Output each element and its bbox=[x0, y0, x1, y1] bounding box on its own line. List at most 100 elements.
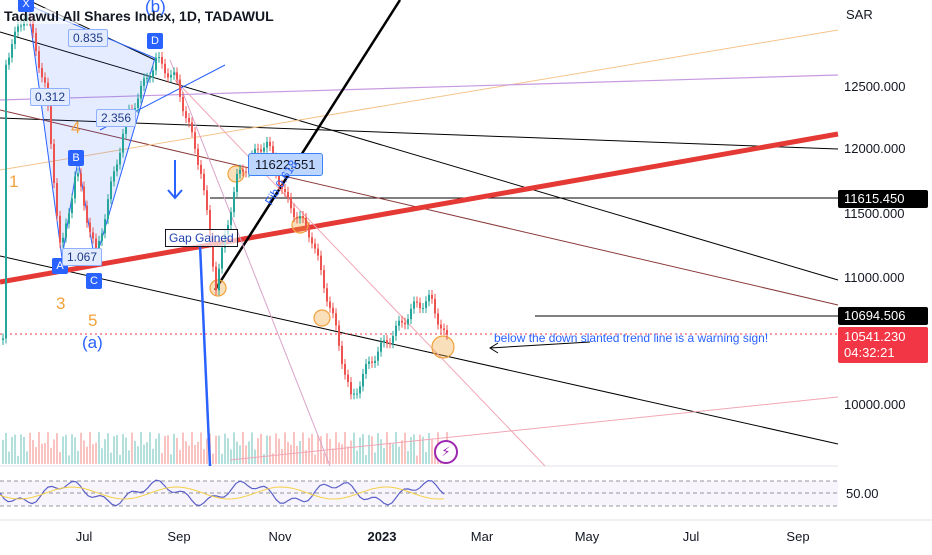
volume-bar bbox=[197, 441, 199, 464]
volume-bar bbox=[155, 438, 157, 464]
candle-body bbox=[356, 393, 358, 395]
volume-bar bbox=[296, 445, 298, 464]
last-price-tag: 10541.230 04:32:21 bbox=[838, 327, 928, 363]
channel-line bbox=[229, 396, 839, 461]
candle-body bbox=[272, 146, 274, 158]
candle-body bbox=[314, 243, 316, 249]
volume-bar bbox=[62, 436, 64, 464]
candle-body bbox=[50, 106, 52, 144]
volume-bar bbox=[194, 444, 196, 464]
volume-bar bbox=[242, 432, 244, 464]
candle-body bbox=[116, 164, 118, 172]
channel-line bbox=[0, 74, 839, 101]
candle-body bbox=[389, 343, 391, 345]
volume-bar bbox=[371, 436, 373, 464]
candle-body bbox=[89, 222, 91, 233]
volume-bar bbox=[254, 449, 256, 464]
left-arrow-icon bbox=[489, 341, 591, 354]
volume-bar bbox=[206, 438, 208, 464]
candle-body bbox=[8, 57, 10, 65]
volume-bar bbox=[173, 433, 175, 464]
volume-bar bbox=[425, 451, 427, 464]
price-tick: 12500.000 bbox=[844, 79, 906, 94]
candle-body bbox=[155, 57, 157, 71]
volume-bar bbox=[302, 432, 304, 464]
candle-body bbox=[341, 345, 343, 364]
volume-bar bbox=[38, 432, 40, 464]
candle-body bbox=[380, 342, 382, 352]
candle-body bbox=[98, 240, 100, 250]
candle-body bbox=[392, 335, 394, 344]
red-trend-line bbox=[0, 131, 839, 285]
candle-body bbox=[74, 176, 76, 199]
candle-body bbox=[137, 98, 139, 108]
last-price-value: 10541.230 bbox=[844, 329, 906, 344]
volume-bar bbox=[128, 450, 130, 464]
time-tick: Sep bbox=[786, 529, 810, 544]
candle-body bbox=[326, 288, 328, 302]
candle-body bbox=[170, 74, 172, 78]
volume-bar bbox=[188, 445, 190, 464]
candle-body bbox=[5, 64, 7, 339]
symbol-title[interactable]: Tadawul All Shares Index, 1D, TADAWUL bbox=[4, 8, 274, 24]
candle-body bbox=[239, 169, 241, 174]
price-axis[interactable]: 12500.000 12000.000 11500.000 11000.000 … bbox=[838, 0, 932, 520]
volume-bar bbox=[65, 434, 67, 464]
volume-bar bbox=[134, 440, 136, 464]
trend-line bbox=[0, 255, 839, 445]
volume-bar bbox=[167, 435, 169, 464]
rsi-band bbox=[0, 481, 838, 506]
volume-bar bbox=[122, 434, 124, 464]
candle-body bbox=[281, 184, 283, 190]
candle-body bbox=[209, 210, 211, 238]
volume-bar bbox=[239, 445, 241, 464]
volume-bar bbox=[416, 455, 418, 464]
warning-note[interactable]: below the down slanted trend line is a w… bbox=[494, 331, 769, 345]
volume-bar bbox=[311, 433, 313, 464]
candle-body bbox=[83, 186, 85, 206]
candle-body bbox=[107, 199, 109, 220]
ratio-label: 0.312 bbox=[30, 88, 71, 106]
candle-body bbox=[419, 302, 421, 309]
volume-bar bbox=[2, 439, 4, 464]
volume-bar bbox=[335, 432, 337, 464]
gap-label[interactable]: Gap Gained bbox=[165, 229, 238, 247]
volume-bar bbox=[5, 432, 7, 464]
candle-body bbox=[317, 248, 319, 256]
volume-bar bbox=[305, 450, 307, 464]
volume-bar bbox=[89, 432, 91, 464]
lightning-icon[interactable]: ⚡ bbox=[434, 440, 458, 464]
candle-body bbox=[182, 96, 184, 112]
volume-bar bbox=[137, 446, 139, 464]
candle-body bbox=[164, 63, 166, 74]
candle-body bbox=[119, 152, 121, 165]
candle-body bbox=[86, 205, 88, 223]
candle-body bbox=[401, 320, 403, 323]
candle-body bbox=[185, 111, 187, 119]
candle-body bbox=[344, 363, 346, 375]
candle-body bbox=[14, 31, 16, 45]
volume-bar bbox=[266, 435, 268, 464]
wave-4-label: 4 bbox=[71, 118, 81, 137]
price-tick: 12000.000 bbox=[844, 141, 906, 156]
price-callout[interactable]: 11622.551 bbox=[248, 153, 323, 176]
price-tick: 10000.000 bbox=[844, 397, 906, 412]
candle-body bbox=[263, 147, 265, 152]
candle-body bbox=[161, 57, 163, 64]
candle-body bbox=[287, 191, 289, 198]
time-axis[interactable]: Jul Sep Nov 2023 Mar May Jul Sep bbox=[0, 520, 838, 550]
volume-bar bbox=[353, 432, 355, 464]
candle-body bbox=[38, 51, 40, 68]
candle-body bbox=[437, 313, 439, 325]
trend-line bbox=[0, 117, 839, 150]
volume-bar bbox=[53, 439, 55, 464]
candle-body bbox=[443, 328, 445, 331]
volume-bar bbox=[77, 450, 79, 464]
candle-body bbox=[188, 118, 190, 123]
candle-body bbox=[233, 192, 235, 213]
volume-bar bbox=[179, 449, 181, 464]
volume-bar bbox=[86, 446, 88, 464]
wave-1-label: 1 bbox=[9, 172, 19, 191]
